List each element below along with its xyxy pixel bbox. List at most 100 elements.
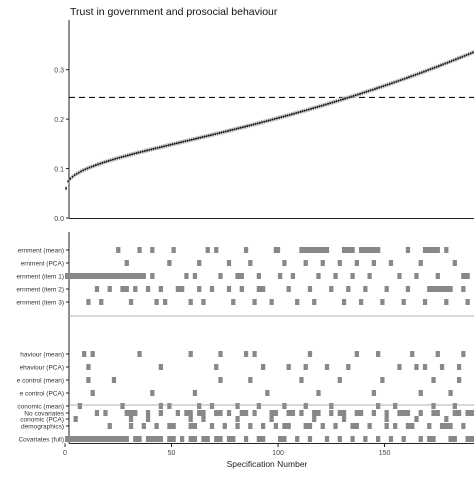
spec-point xyxy=(92,164,95,167)
row-label: haviour (mean) xyxy=(20,352,64,359)
spec-tile xyxy=(99,299,104,305)
spec-tile xyxy=(376,351,381,357)
spec-point xyxy=(314,106,317,109)
spec-point xyxy=(139,151,142,153)
spec-point xyxy=(410,75,413,78)
spec-tile xyxy=(286,286,291,292)
spec-tile xyxy=(65,273,146,279)
spec-tile xyxy=(290,273,296,279)
spec-tile xyxy=(145,286,151,292)
spec-point xyxy=(169,143,172,146)
spec-point xyxy=(367,90,370,93)
spec-point xyxy=(114,157,117,160)
row-label: e control (mean) xyxy=(17,378,64,385)
spec-tile xyxy=(461,351,466,357)
spec-tile xyxy=(350,436,355,442)
spec-point xyxy=(284,115,287,117)
spec-point xyxy=(339,98,342,101)
spec-point xyxy=(141,150,144,153)
spec-point xyxy=(105,160,108,163)
spec-point xyxy=(222,131,225,133)
spec-point xyxy=(282,115,285,118)
spec-point xyxy=(227,129,229,132)
spec-tile xyxy=(337,410,347,416)
spec-point xyxy=(442,63,445,66)
spec-point xyxy=(337,99,340,102)
spec-tile xyxy=(269,299,274,305)
spec-point xyxy=(190,138,193,141)
spec-point xyxy=(124,154,127,157)
spec-point xyxy=(437,65,440,67)
spec-point xyxy=(288,113,291,116)
spec-point xyxy=(218,132,221,134)
spec-tile xyxy=(145,416,151,422)
spec-point xyxy=(86,167,89,170)
spec-point xyxy=(182,140,185,143)
spec-point xyxy=(435,65,438,68)
spec-tile xyxy=(158,410,163,416)
spec-tile xyxy=(448,390,453,396)
spec-point xyxy=(160,145,163,148)
spec-tile xyxy=(405,286,411,292)
spec-tile xyxy=(350,273,355,279)
spec-point xyxy=(307,108,310,111)
spec-tile xyxy=(363,436,368,442)
spec-point xyxy=(359,92,361,95)
spec-tile xyxy=(133,286,138,292)
spec-tile xyxy=(209,403,215,409)
spec-point xyxy=(346,96,349,99)
spec-point xyxy=(71,175,74,178)
spec-point xyxy=(233,128,236,131)
spec-tile xyxy=(218,273,223,279)
spec-tile xyxy=(337,260,342,266)
spec-tile xyxy=(197,286,202,292)
spec-tile xyxy=(167,403,172,409)
spec-point xyxy=(431,67,434,70)
spec-point xyxy=(101,161,104,164)
spec-tile xyxy=(320,423,325,429)
spec-tile xyxy=(295,299,300,305)
spec-point xyxy=(216,132,219,135)
spec-tile xyxy=(452,403,457,409)
spec-tile xyxy=(214,247,219,253)
spec-tile xyxy=(444,416,449,422)
spec-tile xyxy=(431,377,436,383)
spec-point xyxy=(250,124,253,126)
spec-tile xyxy=(158,364,163,370)
spec-point xyxy=(197,137,200,140)
row-label: ehaviour (PCA) xyxy=(20,365,64,372)
spec-point xyxy=(229,129,232,132)
spec-tile xyxy=(444,247,449,253)
spec-point xyxy=(75,172,78,175)
spec-point xyxy=(133,152,136,155)
spec-tile xyxy=(431,403,436,409)
spec-tile xyxy=(371,260,377,266)
spec-point xyxy=(405,76,408,79)
spec-point xyxy=(122,155,125,158)
spec-point xyxy=(137,151,140,154)
spec-tile xyxy=(248,260,253,266)
spec-tile xyxy=(209,286,215,292)
spec-point xyxy=(163,145,166,148)
spec-tile xyxy=(154,299,159,305)
spec-point xyxy=(276,117,278,120)
spec-point xyxy=(207,134,210,137)
spec-point xyxy=(67,180,70,183)
spec-tile xyxy=(295,436,300,442)
spec-tile xyxy=(124,260,129,266)
spec-tile xyxy=(303,403,308,409)
spec-tile xyxy=(286,410,296,416)
spec-tile xyxy=(209,423,215,429)
spec-tile xyxy=(269,416,274,422)
spec-point xyxy=(171,143,174,146)
spec-tile xyxy=(145,436,163,442)
row-label: ernment (PCA) xyxy=(21,261,64,268)
spec-point xyxy=(246,125,249,128)
spec-point xyxy=(237,127,240,130)
spec-tile xyxy=(90,390,95,396)
spec-tile xyxy=(380,299,385,305)
spec-tile xyxy=(214,364,219,370)
row-label: demographics) xyxy=(21,424,64,431)
spec-point xyxy=(154,147,157,150)
